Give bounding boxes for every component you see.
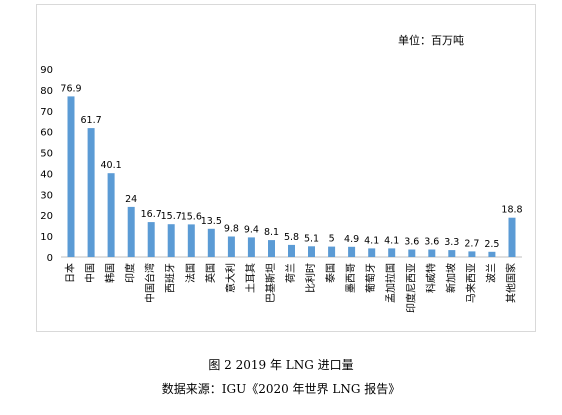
bar xyxy=(227,236,235,257)
data-label: 2.5 xyxy=(484,239,499,250)
y-tick-label: 0 xyxy=(47,253,53,264)
y-tick-label: 30 xyxy=(40,190,53,201)
category-label: 泰国 xyxy=(324,263,337,283)
bar-chart: 单位：百万吨 90 80 70 60 50 40 30 20 10 0 76.9 61.7 40.1 2… xyxy=(40,33,522,313)
bar xyxy=(247,237,255,257)
bar xyxy=(368,248,376,257)
data-label: 5.8 xyxy=(284,232,299,243)
bar xyxy=(508,217,516,257)
data-label: 3.6 xyxy=(404,237,419,248)
bar xyxy=(187,224,195,257)
data-label: 76.9 xyxy=(60,83,81,94)
data-label: 5 xyxy=(329,234,335,245)
category-label: 印度 xyxy=(124,263,137,283)
category-label: 荷兰 xyxy=(284,263,297,283)
bar xyxy=(87,128,95,257)
bar xyxy=(147,222,155,257)
category-label: 日本 xyxy=(64,263,77,283)
category-label: 新加坡 xyxy=(444,263,457,293)
category-label: 印度尼西亚 xyxy=(404,263,417,313)
category-label: 意大利 xyxy=(224,263,237,293)
bar xyxy=(308,246,315,257)
data-label: 61.7 xyxy=(81,115,102,126)
bar xyxy=(67,96,75,258)
y-tick-label: 10 xyxy=(40,232,53,243)
data-label: 3.3 xyxy=(444,237,459,248)
data-label: 9.8 xyxy=(224,224,239,235)
bar xyxy=(107,173,115,257)
data-label: 16.7 xyxy=(141,209,162,220)
bar xyxy=(268,240,275,257)
data-label: 5.1 xyxy=(304,233,319,244)
y-tick-label: 20 xyxy=(40,211,53,222)
category-label: 韩国 xyxy=(104,263,117,283)
y-tick-label: 70 xyxy=(40,107,53,118)
data-label: 15.6 xyxy=(181,211,202,222)
data-label: 4.9 xyxy=(344,234,359,245)
category-label: 巴基斯坦 xyxy=(264,263,277,303)
bar xyxy=(428,249,436,257)
data-label: 18.8 xyxy=(501,205,522,216)
data-label: 13.5 xyxy=(201,216,222,227)
category-label: 法国 xyxy=(184,263,197,283)
source-caption: 数据来源：IGU《2020 年世界 LNG 报告》 xyxy=(161,382,401,396)
y-tick-label: 50 xyxy=(40,149,53,160)
category-label: 英国 xyxy=(204,263,217,283)
bar xyxy=(388,248,396,257)
category-label-layer: 日本 中国 韩国 印度 中国台湾 西班牙 法国 英国 意大利 土耳其 巴基斯坦 荷兰 比利时 泰国 墨西哥葡… xyxy=(64,263,518,313)
bar xyxy=(328,246,336,257)
category-label: 中国 xyxy=(84,263,97,283)
data-label: 24 xyxy=(125,194,137,205)
category-label: 科威特 xyxy=(424,263,437,293)
y-tick-label: 40 xyxy=(40,169,53,180)
y-tick-label: 90 xyxy=(40,65,53,76)
unit-label: 单位：百万吨 xyxy=(398,33,464,47)
data-label: 9.4 xyxy=(244,224,259,235)
category-label: 孟加拉国 xyxy=(384,263,397,303)
bar xyxy=(127,206,135,257)
value-label-layer: 76.9 61.7 40.1 24 16.715.715.613.59.8 9.4 8.1 5… xyxy=(60,83,522,249)
bar xyxy=(468,251,476,257)
data-label: 3.6 xyxy=(424,237,439,248)
category-label: 中国台湾 xyxy=(144,263,157,303)
bar xyxy=(408,249,416,257)
bar xyxy=(488,251,496,257)
category-label: 马来西亚 xyxy=(465,263,477,303)
bar xyxy=(448,250,456,257)
y-tick-label: 80 xyxy=(40,86,53,97)
category-label: 比利时 xyxy=(305,263,317,293)
data-label: 40.1 xyxy=(101,160,122,171)
data-label: 4.1 xyxy=(364,235,379,246)
category-label: 墨西哥 xyxy=(345,263,357,293)
y-tick-label: 60 xyxy=(40,128,53,139)
data-label: 2.7 xyxy=(464,238,479,249)
category-label: 其他国家 xyxy=(505,263,518,303)
data-label: 4.1 xyxy=(384,235,399,246)
category-label: 土耳其 xyxy=(244,263,257,293)
figure-caption: 图 2 2019 年 LNG 进口量 xyxy=(208,358,354,372)
chart-frame: 单位：百万吨 90 80 70 60 50 40 30 20 10 0 76.9 61.7 40.1 2… xyxy=(36,4,536,332)
category-label: 葡萄牙 xyxy=(364,263,377,293)
bar xyxy=(207,228,215,257)
category-label: 波兰 xyxy=(484,263,497,283)
bar xyxy=(348,246,356,257)
data-label: 15.7 xyxy=(161,211,182,222)
data-label: 8.1 xyxy=(264,227,279,238)
category-label: 西班牙 xyxy=(165,263,177,293)
bar-layer xyxy=(67,96,516,258)
bar xyxy=(167,224,175,257)
bar xyxy=(288,244,295,257)
